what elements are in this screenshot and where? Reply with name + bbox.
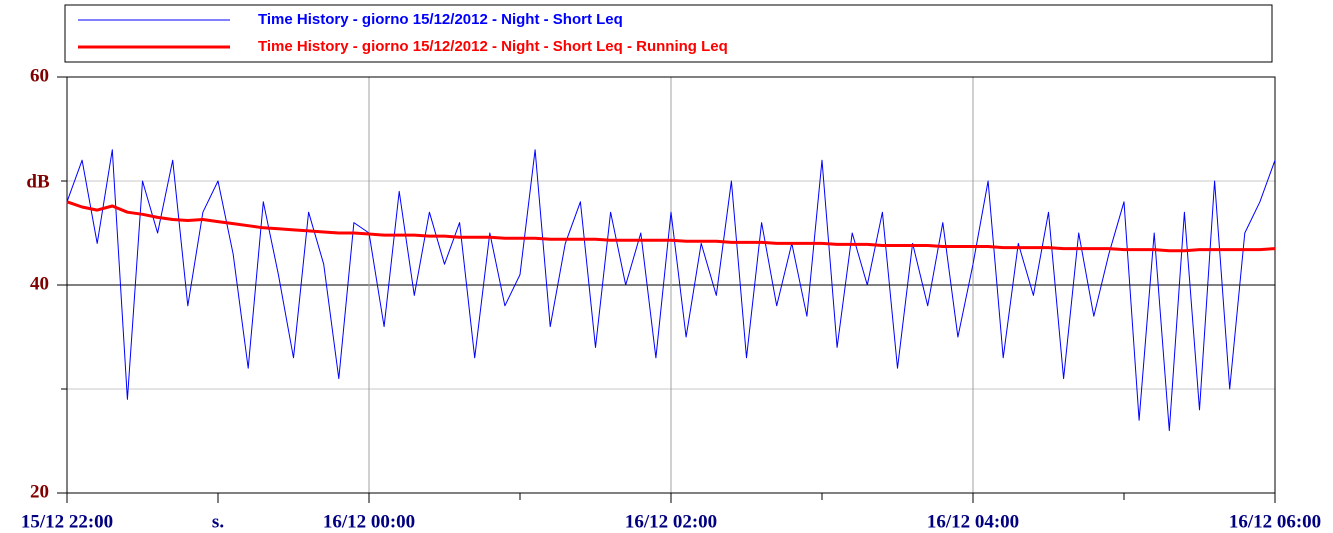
x-tick-label: s. xyxy=(212,511,224,532)
y-tick-label: 40 xyxy=(30,273,49,294)
y-tick-label: 20 xyxy=(30,481,49,502)
legend-label: Time History - giorno 15/12/2012 - Night… xyxy=(258,11,623,28)
y-axis-label: dB xyxy=(26,171,50,192)
series-line xyxy=(66,200,1276,253)
series-line xyxy=(66,149,1276,432)
x-tick-label: 15/12 22:00 xyxy=(21,511,113,532)
legend-label: Time History - giorno 15/12/2012 - Night… xyxy=(258,38,728,55)
legend-box xyxy=(64,4,1273,63)
x-tick-label: 16/12 00:00 xyxy=(323,511,415,532)
plot-frame xyxy=(66,76,1276,494)
x-tick-label: 16/12 02:00 xyxy=(625,511,717,532)
x-tick-label: 16/12 04:00 xyxy=(927,511,1019,532)
y-tick-label: 60 xyxy=(30,65,49,86)
x-tick-label: 16/12 06:00 xyxy=(1229,511,1321,532)
